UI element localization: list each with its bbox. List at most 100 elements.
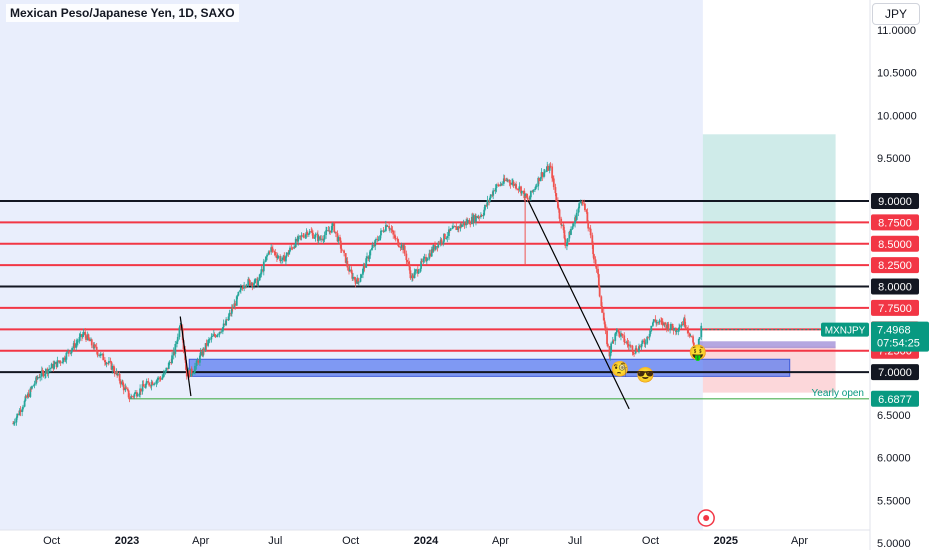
- candle-body: [216, 335, 219, 337]
- candle-body: [322, 239, 325, 241]
- candle-body: [185, 360, 187, 370]
- candle-body: [526, 197, 529, 200]
- candle-body: [687, 329, 690, 334]
- candle-body: [397, 239, 400, 246]
- candle-body: [289, 247, 291, 252]
- candle-body: [360, 274, 363, 278]
- candle-body: [239, 287, 242, 291]
- candle-body: [288, 251, 291, 255]
- candle-body: [277, 256, 280, 258]
- candle-body: [517, 189, 520, 190]
- level-tag: [871, 364, 919, 381]
- candle-body: [162, 372, 165, 377]
- candle-body: [461, 224, 463, 227]
- candle-body: [157, 377, 160, 380]
- candle-body: [339, 237, 341, 241]
- candle-body: [111, 365, 114, 370]
- candle-body: [82, 331, 85, 335]
- candle-body: [48, 368, 51, 370]
- candle-body: [178, 327, 181, 337]
- candle-body: [306, 232, 309, 235]
- candle-body: [23, 400, 26, 407]
- candle-body: [648, 333, 651, 338]
- level-tag-label: 8.2500: [878, 260, 912, 272]
- trend-line: [527, 200, 630, 410]
- x-tick-label: Apr: [192, 535, 209, 547]
- candle-body: [112, 365, 115, 372]
- candle-body: [133, 393, 136, 397]
- candle-body: [379, 235, 382, 241]
- candle-body: [445, 238, 448, 239]
- candle-body: [446, 235, 449, 239]
- candle-body: [294, 246, 296, 248]
- candle-body: [407, 261, 410, 264]
- candle-body: [122, 381, 124, 385]
- x-tick-label: Oct: [342, 535, 359, 547]
- candle-body: [142, 384, 145, 387]
- candle-body: [63, 357, 66, 361]
- candle-body: [164, 370, 167, 373]
- candle-body: [75, 343, 78, 348]
- candle-body: [587, 221, 590, 229]
- candle-body: [337, 237, 340, 242]
- candle-body: [185, 369, 188, 377]
- candle-body: [674, 327, 677, 333]
- candle-body: [529, 197, 531, 200]
- candle-body: [534, 186, 537, 190]
- candle-body: [218, 331, 221, 335]
- symbol-tag: [821, 322, 869, 337]
- candle-body: [339, 240, 342, 249]
- candle-body: [265, 256, 268, 261]
- candle-body: [498, 184, 500, 186]
- candle-body: [108, 361, 110, 363]
- candle-body: [618, 331, 621, 337]
- candle-body: [515, 184, 518, 189]
- candle-body: [584, 203, 586, 211]
- candle-body: [248, 279, 250, 281]
- candle-body: [357, 281, 360, 283]
- candle-body: [547, 166, 549, 171]
- candle-body: [176, 341, 178, 344]
- candle-body: [389, 228, 391, 230]
- candle-body: [234, 303, 237, 306]
- candle-body: [469, 223, 472, 225]
- candle-body: [579, 201, 582, 204]
- candle-body: [518, 186, 521, 190]
- candle-body: [380, 230, 383, 232]
- candle-body: [254, 278, 257, 280]
- candle-body: [127, 390, 130, 398]
- candle-body: [627, 343, 630, 347]
- chart-title: Mexican Peso/Japanese Yen, 1D, SAXO: [6, 4, 239, 22]
- candle-body: [686, 328, 689, 330]
- candle-body: [222, 323, 225, 328]
- candle-body: [53, 364, 55, 369]
- candle-body: [620, 333, 623, 335]
- candle-body: [155, 380, 158, 384]
- candle-body: [176, 336, 179, 342]
- candle-body: [571, 226, 574, 229]
- currency-selector[interactable]: JPY: [872, 3, 920, 25]
- candle-body: [233, 303, 236, 309]
- candle-body: [25, 396, 28, 398]
- candle-body: [132, 396, 135, 398]
- candle-body: [353, 276, 356, 280]
- candle-body: [508, 179, 511, 183]
- candle-body: [22, 406, 24, 410]
- candle-body: [319, 236, 322, 240]
- candle-body: [159, 378, 162, 380]
- candle-body: [13, 423, 15, 425]
- candle-body: [174, 343, 177, 354]
- yearly-open-label: Yearly open: [812, 388, 864, 399]
- candle-body: [509, 182, 512, 185]
- candle-body: [538, 177, 540, 182]
- candle-body: [692, 336, 694, 343]
- candle-body: [608, 346, 611, 357]
- candle-body: [171, 355, 173, 364]
- candle-body: [603, 320, 606, 325]
- candle-body: [35, 377, 37, 384]
- candle-body: [652, 319, 655, 323]
- candle-body: [557, 207, 560, 210]
- candle-body: [419, 268, 422, 272]
- candle-body: [40, 370, 43, 377]
